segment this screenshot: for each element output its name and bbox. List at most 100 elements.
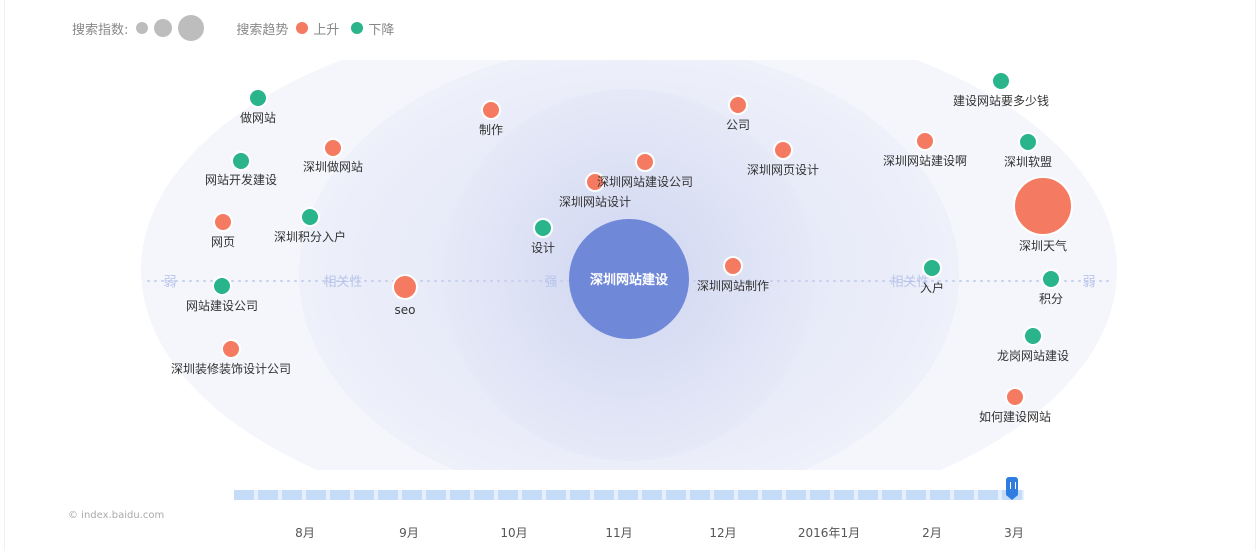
- keyword-point[interactable]: [723, 256, 743, 276]
- keyword-bubble[interactable]: 深圳装修装饰设计公司: [171, 339, 291, 376]
- keyword-point[interactable]: [585, 172, 605, 192]
- timeline-month-label[interactable]: 12月: [709, 526, 737, 540]
- scale-label-weak-right: 弱: [1082, 275, 1095, 290]
- center-bubble[interactable]: 深圳网站建设: [569, 219, 689, 339]
- keyword-label[interactable]: 深圳网站设计: [559, 195, 631, 209]
- keyword-point[interactable]: [1023, 326, 1043, 346]
- keyword-label[interactable]: 深圳网页设计: [747, 163, 819, 177]
- timeline-month-label[interactable]: 9月: [399, 526, 419, 540]
- keyword-point[interactable]: [213, 212, 233, 232]
- keyword-label[interactable]: 龙岗网站建设: [997, 349, 1069, 363]
- scale-label-strong: 强: [544, 275, 557, 290]
- keyword-point[interactable]: [221, 339, 241, 359]
- grip-icon: [1010, 482, 1016, 489]
- keyword-label[interactable]: 入户: [920, 280, 944, 295]
- keyword-point[interactable]: [773, 140, 793, 160]
- keyword-label[interactable]: 深圳做网站: [303, 159, 363, 174]
- keyword-bubble[interactable]: 深圳网站建设公司: [597, 152, 693, 189]
- keyword-label[interactable]: 做网站: [240, 110, 276, 125]
- timeline-month-label[interactable]: 2016年1月: [797, 526, 861, 540]
- keyword-label[interactable]: 建设网站要多少钱: [953, 93, 1049, 108]
- timeline-handle[interactable]: [1006, 477, 1018, 500]
- keyword-point[interactable]: [533, 218, 553, 238]
- keyword-bubble[interactable]: 公司: [726, 95, 750, 132]
- keyword-bubble[interactable]: 深圳网站制作: [697, 256, 769, 293]
- size-dot-large: [178, 15, 205, 41]
- keyword-label[interactable]: 网站开发建设: [205, 172, 277, 187]
- timeline-slider-track[interactable]: [234, 490, 1024, 500]
- keyword-bubble[interactable]: 积分: [1039, 269, 1063, 306]
- search-trend-label: 搜索趋势: [236, 22, 289, 38]
- keyword-point[interactable]: [212, 276, 232, 296]
- keyword-label[interactable]: 深圳积分入户: [274, 229, 346, 244]
- keyword-label[interactable]: 深圳天气: [1019, 238, 1067, 253]
- keyword-bubble[interactable]: 深圳天气: [1013, 176, 1073, 253]
- keyword-point[interactable]: [323, 138, 343, 158]
- keyword-label[interactable]: 制作: [479, 123, 503, 137]
- scale-labels: 弱 相关性 强 相关性 弱: [163, 275, 1095, 290]
- keyword-bubble[interactable]: 建设网站要多少钱: [953, 71, 1049, 108]
- keyword-bubble[interactable]: 深圳做网站: [303, 138, 363, 174]
- keyword-bubble[interactable]: 网页: [211, 212, 235, 249]
- timeline-month-label[interactable]: 8月: [295, 526, 315, 540]
- keyword-point[interactable]: [1005, 387, 1025, 407]
- keyword-point[interactable]: [248, 88, 268, 108]
- keyword-bubble[interactable]: 深圳网站建设啊: [883, 131, 967, 168]
- keyword-bubble[interactable]: 龙岗网站建设: [997, 326, 1069, 363]
- keyword-label[interactable]: 深圳网站制作: [697, 279, 769, 293]
- timeline-month-label[interactable]: 10月: [500, 526, 528, 540]
- keyword-label[interactable]: 如何建设网站: [979, 409, 1051, 424]
- keyword-point[interactable]: [1041, 269, 1061, 289]
- keyword-bubble[interactable]: seo: [392, 274, 418, 317]
- scale-label-relevance-right: 相关性: [890, 275, 929, 290]
- keyword-label[interactable]: 深圳软盟: [1004, 155, 1052, 169]
- timeline-month-label[interactable]: 2月: [922, 526, 942, 540]
- keyword-bubble[interactable]: 做网站: [240, 88, 276, 125]
- search-index-label: 搜索指数:: [72, 22, 129, 38]
- keyword-point[interactable]: [1018, 132, 1038, 152]
- keyword-bubble[interactable]: 深圳软盟: [1004, 132, 1052, 169]
- keyword-bubble[interactable]: 深圳网页设计: [747, 140, 819, 177]
- keyword-bubble[interactable]: 网站开发建设: [205, 151, 277, 187]
- center-keyword-label[interactable]: 深圳网站建设: [590, 272, 669, 288]
- keyword-bubble[interactable]: 设计: [531, 218, 555, 255]
- center-keyword-circle[interactable]: [569, 219, 689, 339]
- keyword-label[interactable]: 积分: [1039, 292, 1063, 306]
- credit-text: © index.baidu.com: [68, 510, 165, 521]
- timeline-month-label[interactable]: 11月: [605, 526, 633, 540]
- keyword-bubble[interactable]: 深圳网站设计: [559, 172, 631, 209]
- keyword-label[interactable]: 深圳网站建设啊: [883, 154, 967, 168]
- chart-frame: [4, 0, 1256, 551]
- keyword-bubble[interactable]: 制作: [479, 100, 503, 137]
- rising-label: 上升: [313, 22, 340, 38]
- keyword-point[interactable]: [392, 274, 418, 300]
- keyword-label[interactable]: seo: [395, 303, 416, 317]
- keyword-point[interactable]: [635, 152, 655, 172]
- falling-label: 下降: [368, 22, 395, 38]
- keyword-point[interactable]: [300, 207, 320, 227]
- legend: 搜索指数: 搜索趋势 上升 下降: [72, 15, 406, 41]
- keyword-label[interactable]: 深圳网站建设公司: [597, 175, 693, 189]
- keyword-point[interactable]: [481, 100, 501, 120]
- keyword-point[interactable]: [922, 258, 942, 278]
- keyword-label[interactable]: 网站建设公司: [186, 299, 258, 313]
- keyword-label[interactable]: 设计: [531, 241, 555, 255]
- keyword-label[interactable]: 深圳装修装饰设计公司: [171, 361, 291, 376]
- keyword-bubble[interactable]: 如何建设网站: [979, 387, 1051, 424]
- keyword-point[interactable]: [1013, 176, 1073, 236]
- keyword-point[interactable]: [728, 95, 748, 115]
- size-dot-medium: [154, 19, 173, 37]
- keyword-bubble[interactable]: 入户: [920, 258, 944, 295]
- scale-label-weak-left: 弱: [163, 275, 176, 290]
- scale-label-relevance-left: 相关性: [323, 275, 362, 290]
- timeline-month-label[interactable]: 3月: [1004, 526, 1024, 540]
- rising-dot-icon: [296, 22, 309, 34]
- keyword-label[interactable]: 网页: [211, 235, 235, 249]
- keyword-point[interactable]: [991, 71, 1011, 91]
- keyword-label[interactable]: 公司: [726, 118, 750, 132]
- keyword-point[interactable]: [231, 151, 251, 171]
- keyword-point[interactable]: [915, 131, 935, 151]
- keyword-bubble[interactable]: 网站建设公司: [186, 276, 258, 313]
- keyword-bubble[interactable]: 深圳积分入户: [274, 207, 346, 244]
